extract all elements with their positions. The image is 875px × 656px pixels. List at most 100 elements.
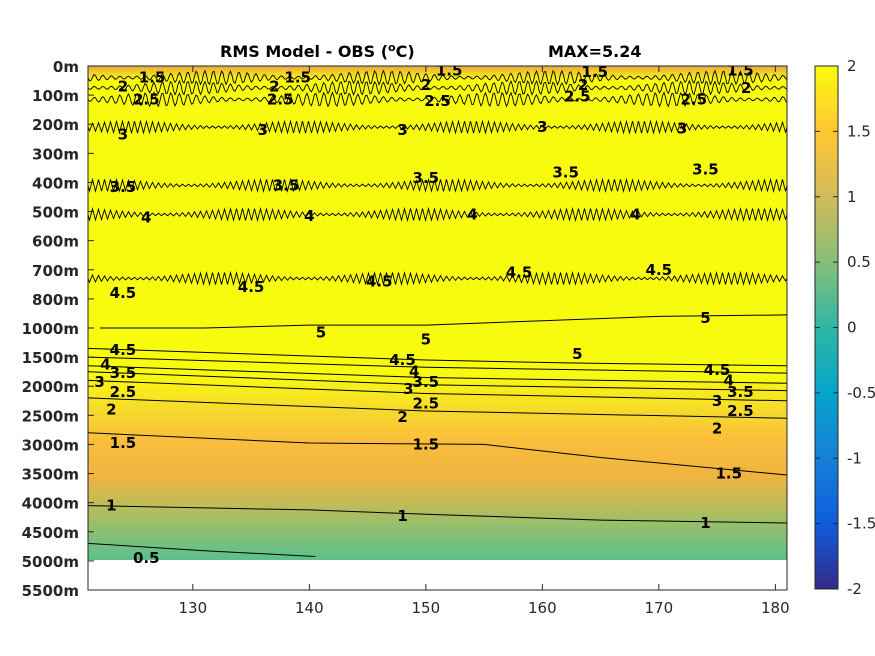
- contour-label: 1.5: [727, 61, 754, 79]
- contour-line-wavy: [88, 119, 787, 135]
- y-tick-label: 1000m: [22, 320, 79, 338]
- y-tick-label: 300m: [32, 145, 79, 163]
- contour-line-wavy: [88, 177, 787, 193]
- contour-label: 2.5: [267, 90, 294, 108]
- contour-label: 5: [316, 323, 326, 341]
- contour-label: 2: [578, 76, 588, 94]
- y-tick-label: 0m: [53, 58, 79, 76]
- colorbar-tick-label: -1: [847, 449, 862, 467]
- contour-label: 3: [712, 392, 722, 410]
- contour-label: 2.5: [413, 395, 440, 413]
- contour-label: 1: [106, 497, 116, 515]
- contour-label: 3.5: [552, 163, 579, 181]
- x-axis: 130 140 150 160 170 180: [179, 66, 790, 617]
- contour-label: 4: [304, 207, 314, 225]
- y-tick-label: 500m: [32, 204, 79, 222]
- contour-label: 4: [100, 355, 110, 373]
- contour-label: 3: [94, 373, 104, 391]
- contour-label: 3.5: [110, 178, 137, 196]
- contour-line: [88, 371, 787, 392]
- contour-label: 1.5: [413, 435, 440, 453]
- contour-label: 2: [741, 79, 751, 97]
- contour-label: 2: [106, 401, 116, 419]
- y-tick-label: 400m: [32, 174, 79, 192]
- contour-label: 4.5: [506, 264, 533, 282]
- contour-line-wavy: [88, 206, 787, 223]
- contour-label: 1.5: [139, 69, 166, 87]
- contour-layer: [88, 69, 787, 557]
- contour-label: 2: [421, 76, 431, 94]
- colorbar-tick-label: -2: [847, 580, 862, 598]
- contour-label: 2.5: [727, 402, 754, 420]
- contour-label: 3.5: [692, 160, 719, 178]
- colorbar-tick-label: 1.5: [847, 122, 871, 140]
- y-tick-label: 4500m: [22, 524, 79, 542]
- contour-line: [99, 314, 787, 329]
- y-tick-label: 2500m: [22, 407, 79, 425]
- y-tick-label: 700m: [32, 262, 79, 280]
- contour-label: 2: [397, 408, 407, 426]
- contour-label: 5: [421, 331, 431, 349]
- y-tick-label: 200m: [32, 116, 79, 134]
- contour-label: 3: [537, 118, 547, 136]
- contour-label: 4.5: [238, 278, 265, 296]
- colorbar-tick-label: -0.5: [847, 384, 875, 402]
- field-background: [88, 66, 787, 560]
- contour-label: 2.5: [110, 383, 137, 401]
- y-tick-label: 800m: [32, 291, 79, 309]
- x-tick-label: 160: [528, 599, 557, 617]
- contour-label: 3.5: [273, 176, 300, 194]
- contour-label: 3: [258, 121, 268, 139]
- y-tick-label: 100m: [32, 87, 79, 105]
- contour-label: 4: [724, 371, 734, 389]
- contour-label: 4.5: [704, 361, 731, 379]
- contour-line: [88, 397, 787, 419]
- y-tick-label: 5500m: [22, 582, 79, 600]
- contour-label: 1: [700, 514, 710, 532]
- colorbar-tick-label: 1: [847, 188, 857, 206]
- contour-label: 5: [700, 309, 710, 327]
- contour-label: 3: [397, 121, 407, 139]
- y-axis: 0m 100m 200m 300m 400m 500m 600m 700m 800m 1000m 1…: [22, 58, 94, 600]
- contour-label: 2.5: [564, 88, 591, 106]
- contour-line: [88, 432, 787, 476]
- x-tick-label: 140: [295, 599, 324, 617]
- contour-label: 5: [572, 345, 582, 363]
- y-tick-label: 1500m: [22, 349, 79, 367]
- contour-line: [88, 379, 787, 402]
- colorbar: 2 1.5 1 0.5 0 -0.5 -1 -1.5 -2: [814, 57, 875, 598]
- contour-label: 3.5: [727, 383, 754, 401]
- no-data-region: [88, 560, 787, 590]
- contour-label: 3.5: [413, 373, 440, 391]
- x-tick-label: 180: [761, 599, 790, 617]
- contour-label: 2: [269, 77, 279, 95]
- y-tick-label: 5000m: [22, 553, 79, 571]
- contour-label: 1.5: [436, 61, 463, 79]
- contour-label: 2.5: [424, 92, 451, 110]
- contour-label: 0.5: [133, 549, 160, 567]
- x-tick-label: 150: [412, 599, 441, 617]
- contour-label: 3: [118, 125, 128, 143]
- contour-label: 2: [712, 419, 722, 437]
- x-tick-label: 170: [645, 599, 674, 617]
- contour-label: 3.5: [110, 364, 137, 382]
- contour-label: 2: [118, 77, 128, 95]
- contour-line-wavy: [88, 270, 787, 287]
- contour-label: 1: [397, 507, 407, 525]
- contour-line: [88, 356, 787, 374]
- contour-line-wavy: [88, 91, 787, 108]
- contour-label: 1.5: [284, 69, 311, 87]
- contour-label: 1.5: [581, 63, 608, 81]
- y-tick-label: 2000m: [22, 378, 79, 396]
- colorbar-tick-label: 0: [847, 319, 857, 337]
- contour-label: 2.5: [133, 90, 160, 108]
- colorbar-tick-label: 0.5: [847, 253, 871, 271]
- chart-title: RMS Model - OBS (oC): [220, 41, 415, 61]
- colorbar-tick-label: 2: [847, 57, 857, 75]
- contour-label: 4.5: [110, 341, 137, 359]
- contour-line-wavy: [88, 79, 787, 97]
- colorbar-ticks: 2 1.5 1 0.5 0 -0.5 -1 -1.5 -2: [815, 57, 875, 598]
- contour-label: 3: [677, 120, 687, 138]
